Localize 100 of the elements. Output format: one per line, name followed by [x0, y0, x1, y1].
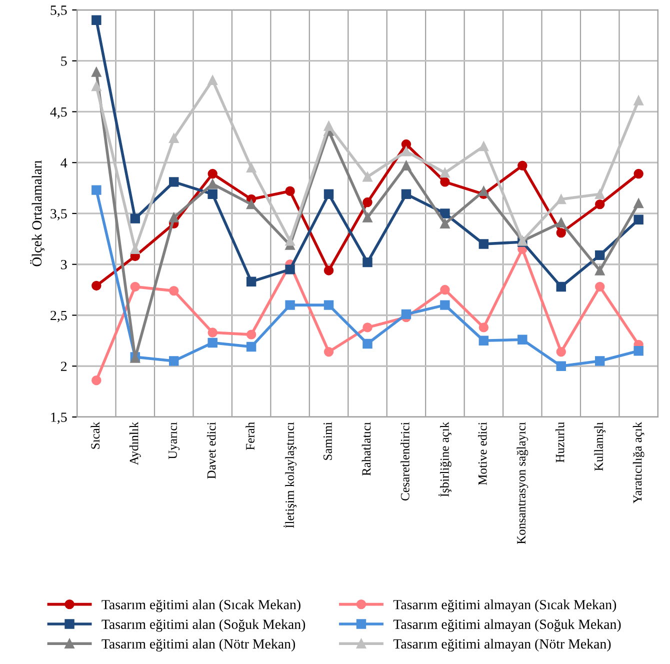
point: [208, 168, 218, 179]
x-tick-label: Davet edici: [206, 422, 216, 479]
point: [92, 67, 102, 77]
point: [440, 177, 450, 187]
point: [92, 185, 102, 195]
y-tick-label: 5,5: [50, 6, 67, 17]
point: [362, 212, 372, 222]
point: [634, 96, 644, 106]
point: [401, 189, 412, 200]
point: [594, 266, 605, 276]
point: [478, 141, 489, 152]
point: [594, 282, 605, 292]
point: [401, 146, 412, 156]
point: [401, 309, 412, 320]
point: [401, 160, 412, 171]
point: [634, 346, 644, 356]
y-tick-label: 1,5: [51, 412, 67, 424]
point: [362, 257, 372, 268]
point: [169, 286, 179, 296]
point: [324, 121, 334, 131]
point: [92, 376, 102, 386]
point: [92, 81, 102, 92]
point: [556, 361, 566, 371]
x-tick-label: Rahatlatıcı: [362, 422, 371, 476]
point: [92, 280, 102, 291]
x-tick-label: Cesaretlendirici: [400, 422, 410, 500]
point: [478, 336, 489, 346]
point: [401, 139, 412, 150]
point: [324, 300, 334, 310]
point: [478, 322, 489, 332]
point: [440, 218, 450, 229]
point: [285, 300, 295, 310]
point: [594, 199, 605, 210]
point: [556, 282, 566, 292]
point: [362, 172, 372, 182]
legend-label: Tasarım eğitimi almayan (Sıcak Mekan): [393, 600, 616, 612]
point: [556, 194, 566, 204]
y-tick-label: 4,5: [50, 107, 67, 119]
point: [440, 208, 450, 218]
y-tick-label: 2,5: [50, 310, 67, 322]
point: [285, 186, 295, 196]
y-tick-label: 3,5: [50, 209, 67, 220]
y-axis-title: Ölçek Ortalamaları: [30, 160, 44, 266]
point: [169, 356, 179, 366]
point: [169, 212, 179, 222]
point: [478, 186, 489, 196]
point: [324, 189, 334, 200]
point: [130, 282, 140, 292]
x-tick-label: Ferah: [246, 422, 254, 450]
x-tick-label: Konsantrasyon sağlayıcı: [516, 422, 528, 544]
point: [246, 342, 256, 352]
y-tick-label: 5: [61, 56, 67, 66]
point: [130, 244, 140, 254]
x-tick-label: Kullanışlı: [594, 422, 606, 471]
point: [92, 15, 102, 25]
point: [594, 250, 605, 260]
point: [324, 347, 334, 357]
point: [518, 160, 528, 171]
point: [440, 284, 450, 295]
x-tick-label: Motive edici: [478, 422, 487, 486]
point: [208, 179, 218, 189]
point: [518, 334, 528, 345]
point: [169, 133, 179, 144]
point: [556, 347, 566, 357]
point: [634, 214, 644, 224]
point: [285, 264, 295, 274]
point: [246, 162, 256, 173]
x-tick-label: Uyarıcı: [168, 422, 180, 460]
point: [594, 189, 605, 200]
point: [440, 300, 450, 310]
y-tick-label: 2: [60, 362, 67, 371]
x-tick-label: Aydınlık: [129, 422, 141, 466]
x-tick-label: Sıcak: [90, 422, 100, 449]
point: [634, 198, 644, 208]
point: [634, 168, 644, 179]
point: [362, 338, 372, 349]
x-tick-label: İşbirliğine açık: [438, 422, 452, 497]
point: [208, 328, 218, 338]
legend-label: Tasarım eğitimi alan (Soğuk Mekan): [102, 619, 306, 632]
point: [362, 322, 372, 332]
legend-label: Tasarım eğitimi almayan (Nötr Mekan): [393, 638, 611, 652]
point: [246, 276, 256, 287]
point: [478, 239, 489, 249]
y-tick-label: 4: [60, 158, 68, 168]
point: [324, 266, 334, 276]
point: [440, 168, 450, 178]
legend-label: Tasarım eğitimi alan (Sıcak Mekan): [102, 600, 300, 612]
legend-label: Tasarım eğitimi almayan (Soğuk Mekan): [393, 619, 621, 632]
point: [246, 199, 256, 210]
point: [556, 228, 566, 238]
legend-label: Tasarım eğitimi alan (Nötr Mekan): [102, 638, 296, 652]
y-tick-label: 3: [61, 260, 67, 270]
point: [556, 218, 566, 228]
x-tick-label: Samimi: [324, 422, 332, 460]
x-tick-label: Yaratıcılığa açık: [632, 422, 644, 504]
point: [362, 197, 372, 208]
point: [594, 356, 605, 366]
point: [246, 330, 256, 340]
point: [208, 189, 218, 200]
x-tick-label: Huzurlu: [555, 422, 564, 462]
